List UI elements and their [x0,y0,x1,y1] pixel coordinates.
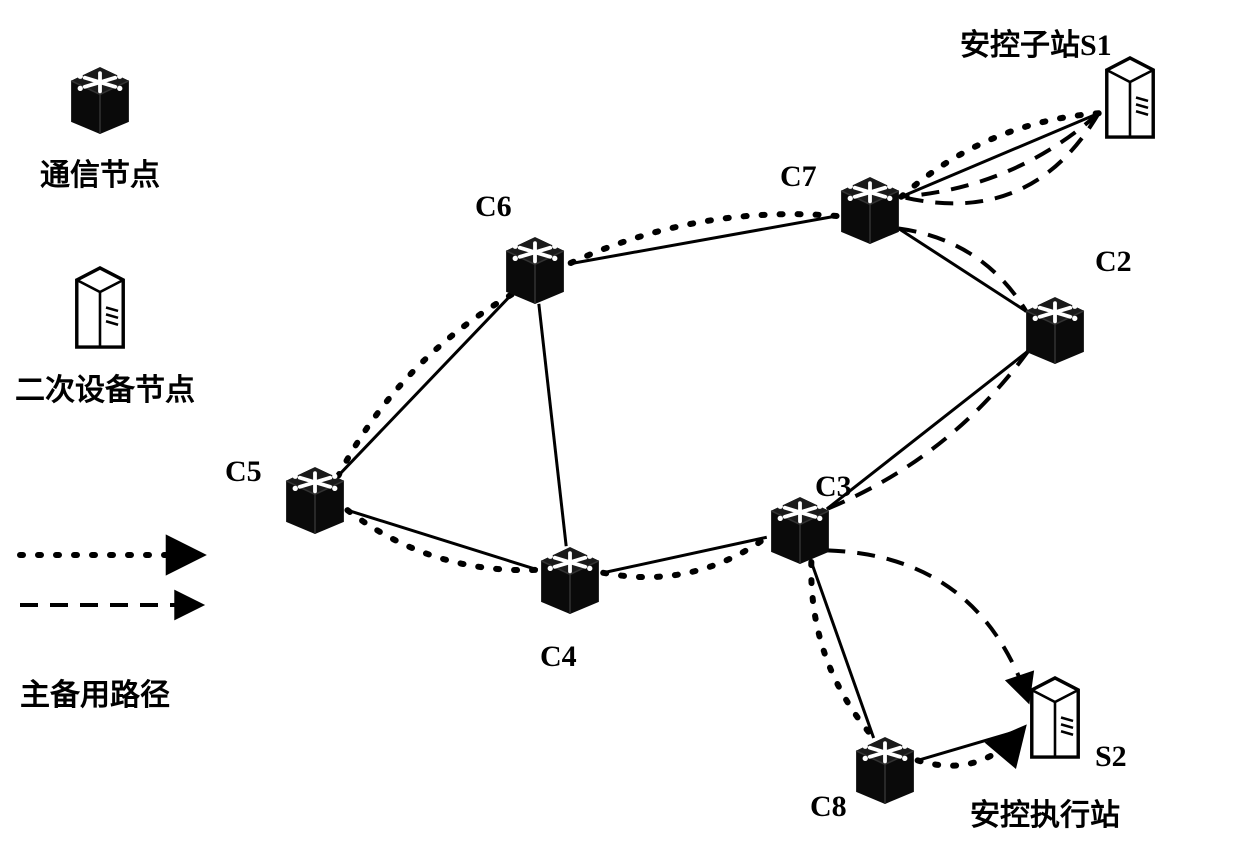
node-label-c5: C5 [225,455,262,489]
node-label-s1: 安控子站S1 [960,20,1112,64]
node-label-c6: C6 [475,190,512,224]
legend-router-label: 通信节点 [40,150,160,194]
node-label-c4: C4 [540,640,577,674]
legend-paths-label: 主备用路径 [20,670,170,714]
node-label-c2: C2 [1095,245,1132,279]
server-node-s2 [1024,675,1086,766]
node-label-c3: C3 [815,470,852,504]
diagram-canvas: 通信节点 二次设备节点 主备用路径 C2 C3 C4 C5 C6 C7 C8 安… [0,0,1240,858]
node-label-c8: C8 [810,790,847,824]
router-node-c8 [847,730,923,811]
router-node-c2 [1017,290,1093,371]
node-label-c7: C7 [780,160,817,194]
router-node-c4 [532,540,608,621]
server-node-s1 [1099,55,1161,146]
router-node-c6 [497,230,573,311]
router-node-c5 [277,460,353,541]
legend-server-icon [69,265,131,356]
node-label-s2-sub: 安控执行站 [970,790,1120,834]
legend-router-icon [62,60,138,141]
legend-server-label: 二次设备节点 [15,365,195,409]
router-node-c7 [832,170,908,251]
node-label-s2: S2 [1095,740,1127,774]
